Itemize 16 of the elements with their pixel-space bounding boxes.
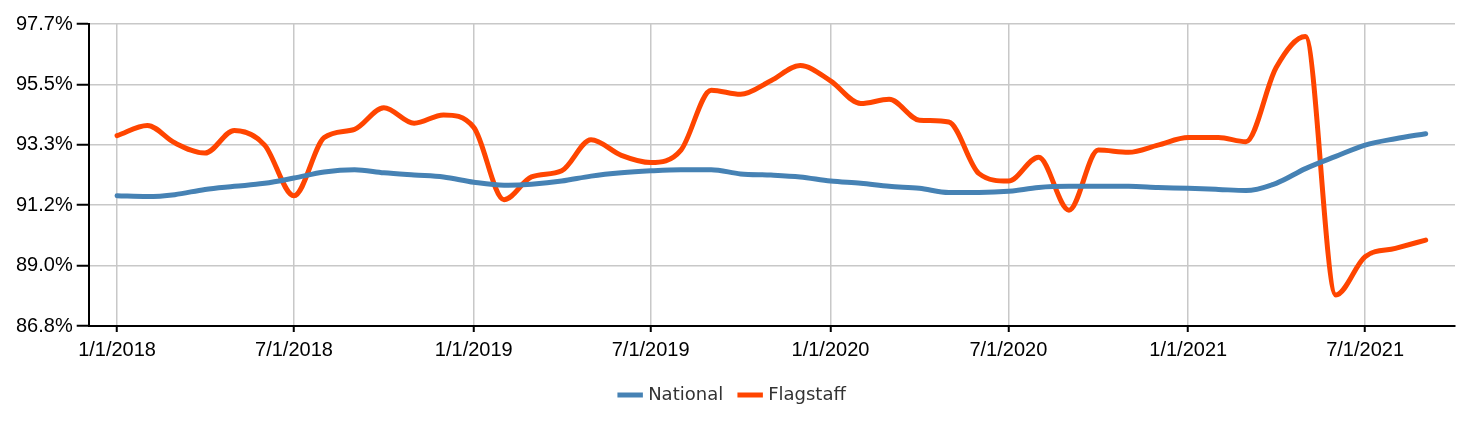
y-tick-label: 89.0%	[15, 253, 73, 276]
x-tick-label: 1/1/2019	[434, 337, 513, 360]
y-tick-label: 95.5%	[15, 71, 73, 94]
x-tick-label: 7/1/2019	[611, 337, 690, 360]
x-tick-label: 1/1/2020	[791, 337, 870, 360]
x-tick-label: 7/1/2020	[969, 337, 1048, 360]
legend-label: Flagstaff	[768, 382, 847, 404]
legend-label: National	[648, 382, 724, 404]
y-tick-label: 91.2%	[15, 192, 73, 215]
x-tick-label: 1/1/2018	[78, 337, 156, 360]
y-tick-label: 93.3%	[15, 132, 73, 155]
x-tick-label: 7/1/2018	[255, 337, 333, 360]
x-tick-label: 1/1/2021	[1149, 337, 1228, 360]
x-tick-label: 7/1/2021	[1326, 337, 1405, 360]
y-tick-label: 86.8%	[15, 313, 73, 336]
y-tick-label: 97.7%	[15, 11, 73, 34]
